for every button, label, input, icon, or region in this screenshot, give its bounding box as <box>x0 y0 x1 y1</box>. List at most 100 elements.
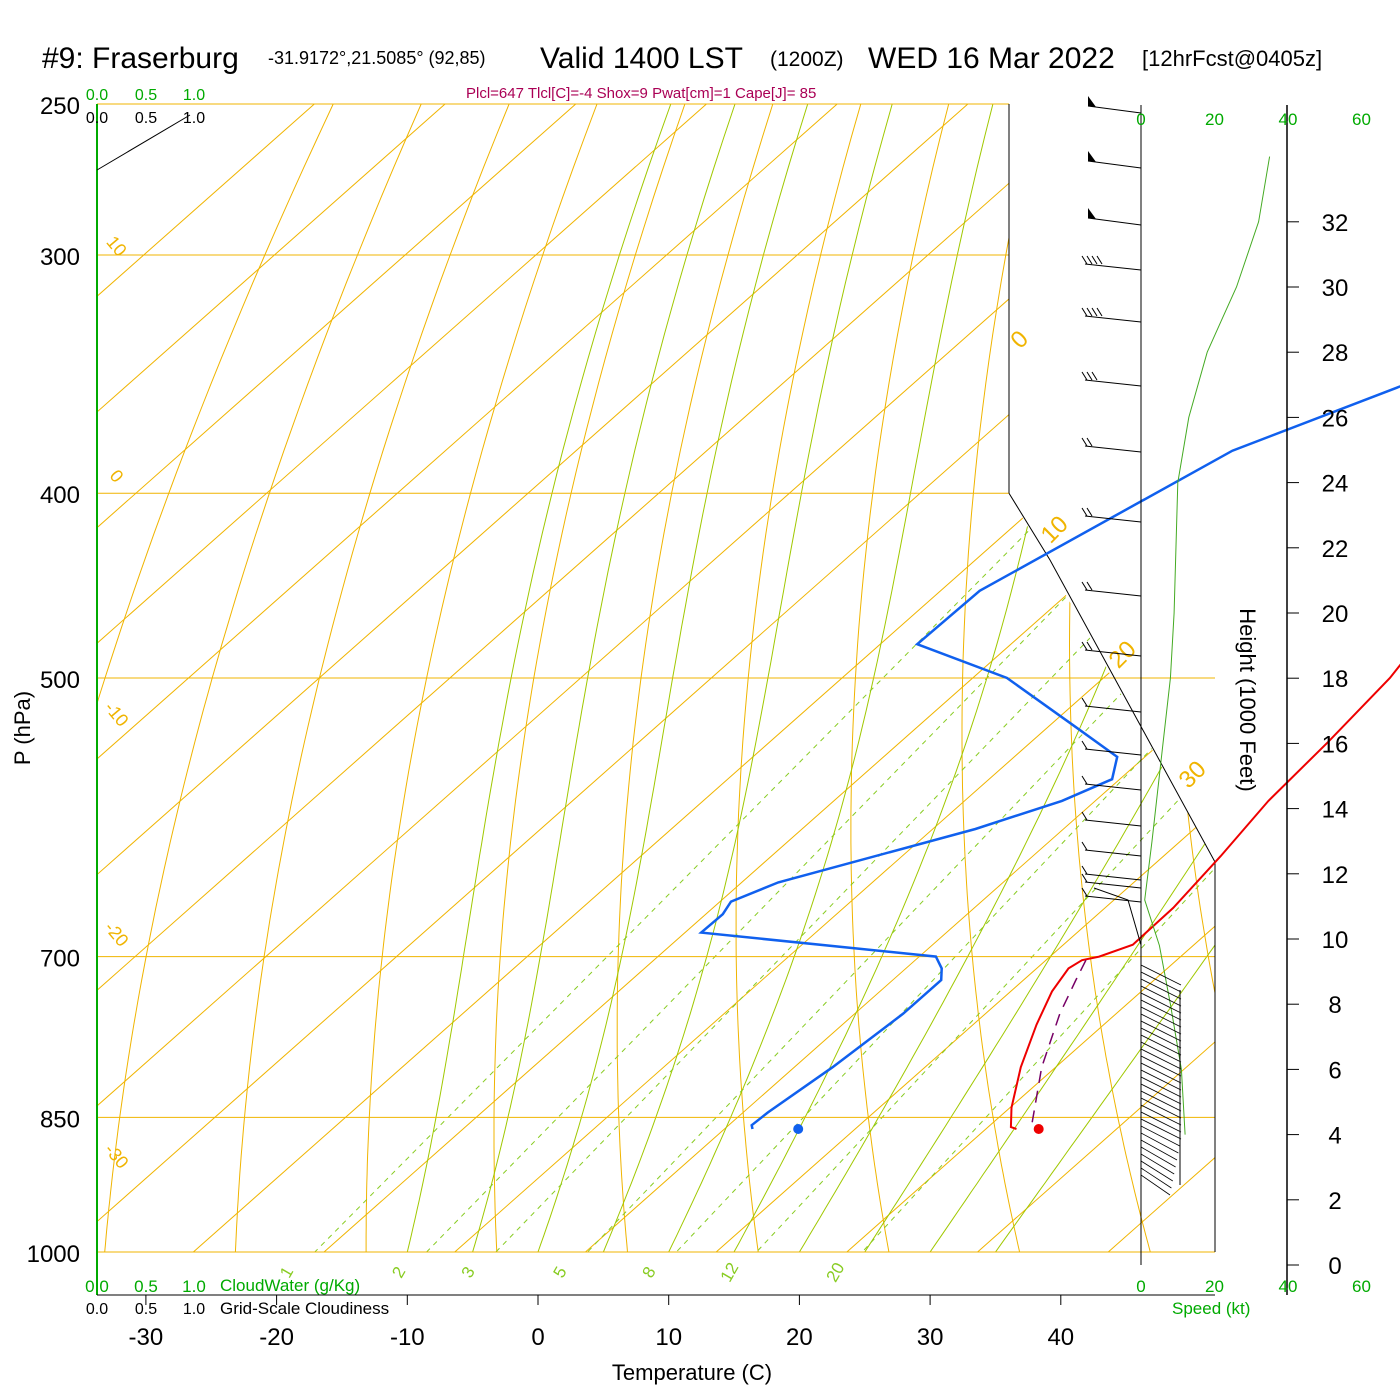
cloudiness-tick-label: 0.5 <box>135 110 157 127</box>
wind-barb-low-level <box>1140 964 1182 986</box>
wind-barb-feather <box>1086 307 1093 317</box>
background-lines <box>97 0 1400 1331</box>
wind-barb-feather <box>1081 255 1088 265</box>
height-tick-label: 32 <box>1322 210 1349 237</box>
isotherm-line <box>406 104 1215 1252</box>
wind-barb-staff <box>1084 263 1142 271</box>
wind-barb-low-level <box>1140 1076 1182 1098</box>
temperature-line <box>1009 663 1400 1130</box>
isotherm-line <box>97 104 622 1252</box>
wind-barb-staff <box>1084 515 1142 523</box>
isotherm-label: -30 <box>101 1140 133 1173</box>
wind-barb-feather <box>1081 811 1088 821</box>
cloudiness-tick-label: 1.0 <box>183 110 205 127</box>
wind-barb-staff <box>1087 217 1142 226</box>
station-title: #9: Fraserburg <box>42 42 239 75</box>
isotherm-line <box>537 104 1215 1252</box>
height-tick-label: 22 <box>1322 536 1349 563</box>
height-tick-label: 12 <box>1322 862 1349 889</box>
wind-barb-low-level <box>1140 1034 1182 1056</box>
mixing-ratio-line <box>601 492 1215 1252</box>
isotherm-label: 30 <box>1174 756 1212 794</box>
wind-barb-flag <box>1088 151 1096 162</box>
x-tick-label: 40 <box>1047 1324 1074 1351</box>
isotherm-line <box>97 104 883 1252</box>
isotherm-line <box>1191 104 1215 1252</box>
wind-barb-feather <box>1086 437 1093 447</box>
x-tick-label: -10 <box>390 1324 425 1351</box>
wind-barb-feather <box>1091 371 1098 381</box>
wind-barb-feather <box>1086 255 1093 265</box>
axes: 1 2 3 5 8 12 202503004005007008501000100-10-20… <box>27 87 1212 1351</box>
wind-barb-staff <box>1084 589 1142 597</box>
speed-tick-label: 20 <box>1205 110 1224 129</box>
wind-barb <box>1081 507 1142 523</box>
speed-tick-label: 60 <box>1352 110 1371 129</box>
isotherm-line <box>97 104 1014 1252</box>
moist-adiabat-line <box>938 104 1215 1252</box>
mixing-ratio-line <box>419 492 1215 1252</box>
speed-tick-label: 0 <box>1136 110 1145 129</box>
wind-barb-low-level <box>1140 1048 1182 1070</box>
isotherm-line <box>799 104 1215 1252</box>
valid-date: WED 16 Mar 2022 <box>868 42 1115 75</box>
wind-barb-staff <box>1087 160 1142 169</box>
dry-adiabat-line <box>365 104 673 1252</box>
wind-barb-low-level <box>1140 1027 1182 1049</box>
dry-adiabat-line <box>850 104 1003 1252</box>
cloud-water-label: CloudWater (g/Kg) <box>220 1276 360 1295</box>
wind-barb-low-level <box>1140 992 1182 1014</box>
mixing-ratio-label: 2 <box>388 1263 409 1281</box>
height-tick-label: 6 <box>1328 1057 1341 1084</box>
moist-adiabat-line <box>875 104 1215 1252</box>
wind-barb-low-level <box>1140 1041 1182 1063</box>
wind-barb-feather <box>1081 641 1088 651</box>
wind-barb-staff <box>1084 783 1142 791</box>
wind-barb-staff <box>1084 315 1142 323</box>
mixing-ratio-line <box>236 492 1067 1252</box>
wind-barb <box>1087 96 1142 114</box>
height-tick-label: 4 <box>1328 1123 1341 1150</box>
sounding-series <box>698 385 1400 1135</box>
isotherm-label: 0 <box>1005 325 1034 354</box>
pressure-tick-label: 250 <box>40 93 80 120</box>
wind-barb-staff <box>1084 895 1142 903</box>
wind-barb-low-level <box>1140 1055 1182 1077</box>
cloud-water-tick-label: 0.5 <box>134 1277 158 1296</box>
dry-adiabat-line <box>97 104 425 1252</box>
isotherm-line <box>1060 104 1215 1252</box>
wind-barb-low-level <box>1140 1118 1182 1140</box>
isotherm-label: 10 <box>102 232 130 260</box>
plot-frame <box>96 103 1216 1296</box>
wind-barb-staff <box>1087 105 1142 114</box>
cloudiness-label: Grid-Scale Cloudiness <box>220 1299 389 1318</box>
x-tick-label: -20 <box>259 1324 294 1351</box>
wind-barb-low-level <box>1140 1097 1182 1119</box>
height-tick-label: 24 <box>1322 471 1349 498</box>
wind-barb <box>1081 887 1142 903</box>
wind-barb-feather <box>1081 865 1088 875</box>
wind-barb-low-level <box>1140 1146 1176 1168</box>
mixing-ratio-label: 12 <box>717 1259 743 1285</box>
forecast-info: [12hrFcst@0405z] <box>1142 46 1322 71</box>
height-tick-label: 0 <box>1328 1253 1341 1280</box>
moist-adiabat-line <box>568 104 951 1252</box>
height-tick-label: 26 <box>1322 405 1349 432</box>
speed-tick-label: 60 <box>1352 1277 1371 1296</box>
wind-speed-profile-line <box>1144 156 1271 1135</box>
height-tick-label: 10 <box>1322 927 1349 954</box>
isotherm-line <box>145 104 1215 1252</box>
wind-barb-staff <box>1084 849 1142 857</box>
wind-barb-feather <box>1091 255 1098 265</box>
height-tick-label: 14 <box>1322 797 1349 824</box>
x-tick-label: 20 <box>786 1324 813 1351</box>
wind-barb-feather <box>1081 581 1088 591</box>
wind-barb-feather <box>1086 371 1093 381</box>
pressure-tick-label: 1000 <box>27 1241 80 1268</box>
wind-barb-staff <box>1084 705 1142 713</box>
isotherm-line <box>668 104 1215 1252</box>
dry-adiabat-line <box>1373 0 1400 1331</box>
x-tick-label: -30 <box>129 1324 164 1351</box>
dry-adiabat-line <box>98 104 508 1252</box>
wind-barb-feather <box>1086 581 1093 591</box>
